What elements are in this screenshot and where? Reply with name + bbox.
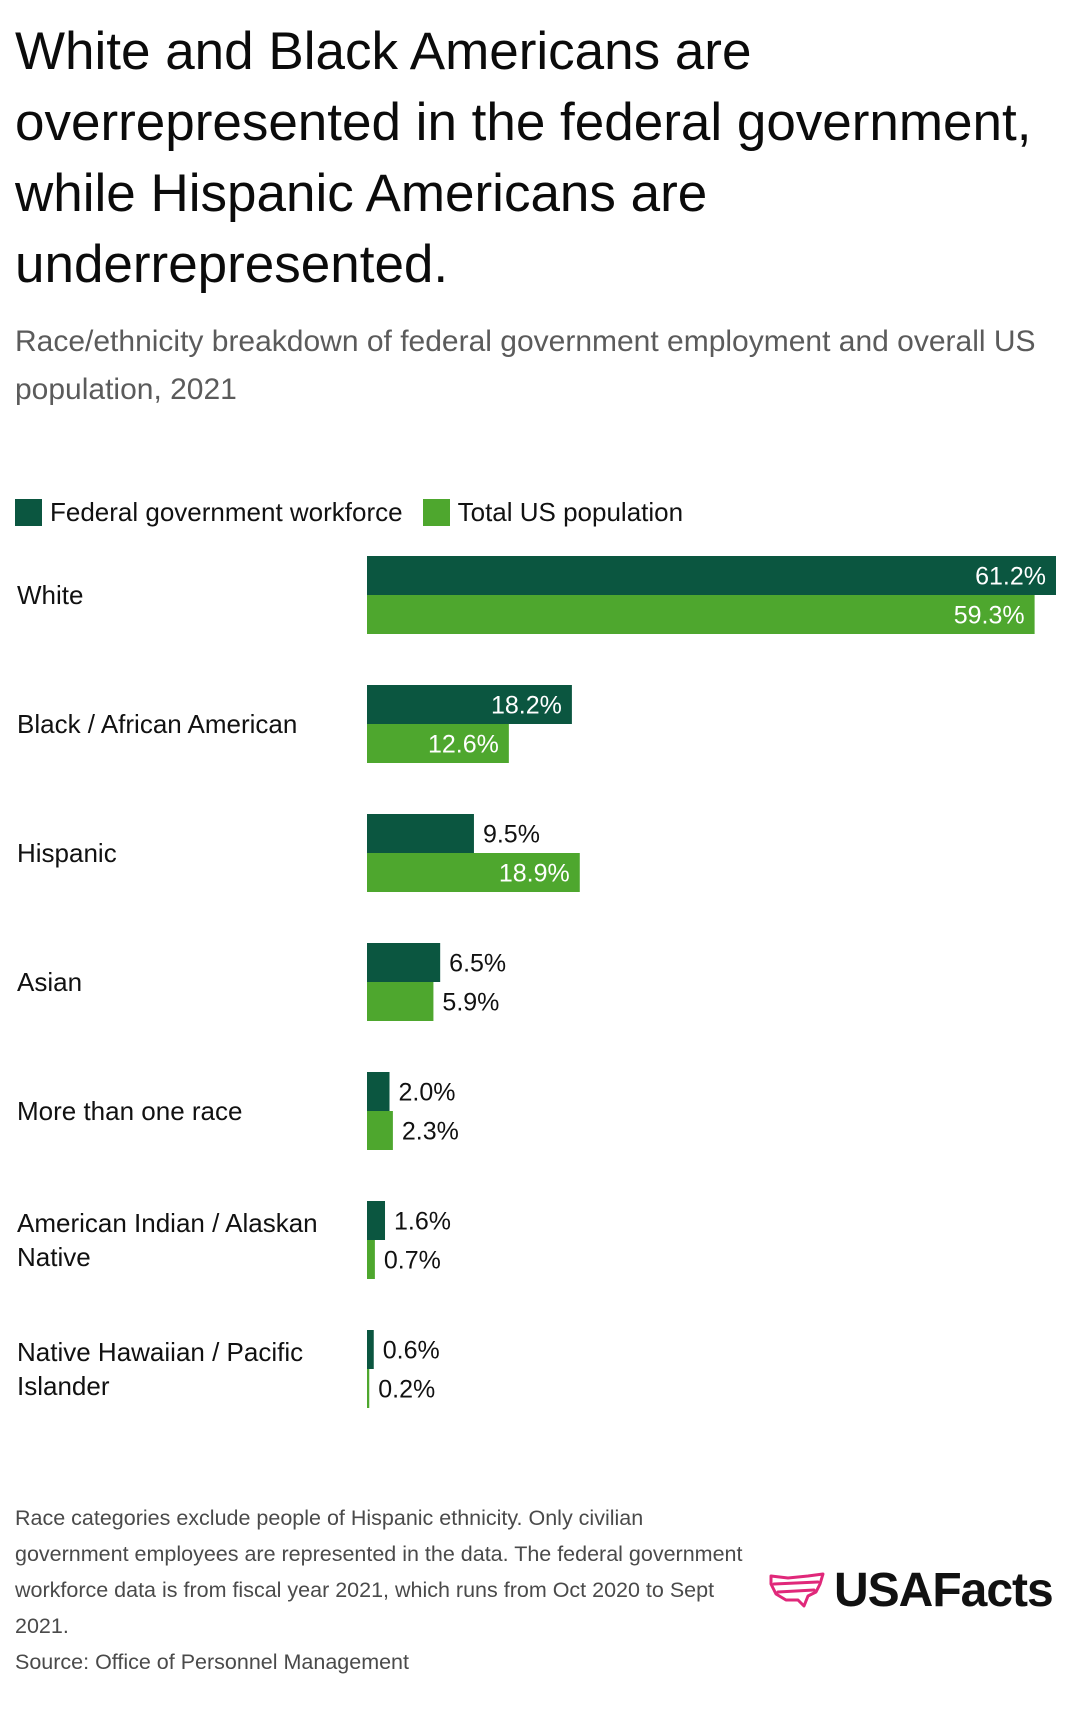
category-label: Hispanic: [17, 838, 117, 868]
bar-population: [367, 1369, 370, 1408]
bar-federal: [367, 1330, 374, 1369]
bar-federal: [367, 943, 441, 982]
legend-label-federal: Federal government workforce: [50, 496, 403, 527]
data-label: 0.2%: [378, 1376, 435, 1404]
data-label: 12.6%: [428, 731, 499, 759]
bar-population: [367, 1111, 393, 1150]
bar-chart: White 61.2% 59.3% Black / African American 1…: [17, 556, 1056, 1408]
chart-title: White and Black Americans are overrepres…: [15, 22, 1032, 294]
legend-item-population: Total US population: [422, 496, 684, 528]
footnote-text: Race categories exclude people of Hispan…: [15, 1506, 743, 1638]
brand-name: USAFacts: [834, 1563, 1054, 1617]
legend-swatch-federal: [15, 498, 42, 526]
bar-federal: [367, 814, 474, 853]
data-label: 2.3%: [402, 1118, 459, 1146]
category-label: White: [17, 580, 83, 610]
usafacts-logo: USAFacts: [768, 1560, 1054, 1620]
data-label: 2.0%: [399, 1079, 456, 1107]
category-label: Black / African American: [17, 709, 297, 739]
data-label: 5.9%: [442, 989, 499, 1017]
bar-population: [367, 724, 509, 763]
data-label: 18.2%: [491, 692, 562, 720]
legend-item-federal: Federal government workforce: [15, 497, 403, 528]
chart-subtitle: Race/ethnicity breakdown of federal gove…: [15, 325, 1036, 406]
data-label: 59.3%: [954, 602, 1025, 630]
data-label: 1.6%: [394, 1208, 451, 1236]
data-label: 0.6%: [383, 1337, 440, 1365]
legend-label-population: Total US population: [457, 496, 684, 527]
category-label: More than one race: [17, 1096, 242, 1126]
data-label: 18.9%: [499, 860, 570, 888]
source-text: Source: Office of Personnel Management: [15, 1650, 409, 1674]
bar-population: [367, 853, 580, 892]
bar-population: [367, 1240, 375, 1279]
legend-swatch-population: [422, 498, 450, 526]
chart-legend: Federal government workforce Total US po…: [15, 495, 703, 529]
bar-federal: [367, 1072, 390, 1111]
data-label: 0.7%: [384, 1247, 441, 1275]
bar-population: [367, 595, 1035, 634]
data-label: 9.5%: [483, 821, 540, 849]
category-label: American Indian / Alaskan Native: [17, 1208, 318, 1272]
category-label: Native Hawaiian / Pacific Islander: [17, 1337, 303, 1401]
bar-federal: [367, 1201, 386, 1240]
footnote-block: Race categories exclude people of Hispan…: [15, 1500, 755, 1680]
data-label: 61.2%: [975, 563, 1046, 591]
bar-federal: [367, 556, 1056, 595]
category-label: Asian: [17, 967, 82, 997]
bar-population: [367, 982, 434, 1021]
data-label: 6.5%: [449, 950, 506, 978]
bar-federal: [367, 685, 572, 724]
usa-map-icon: [769, 1572, 825, 1608]
